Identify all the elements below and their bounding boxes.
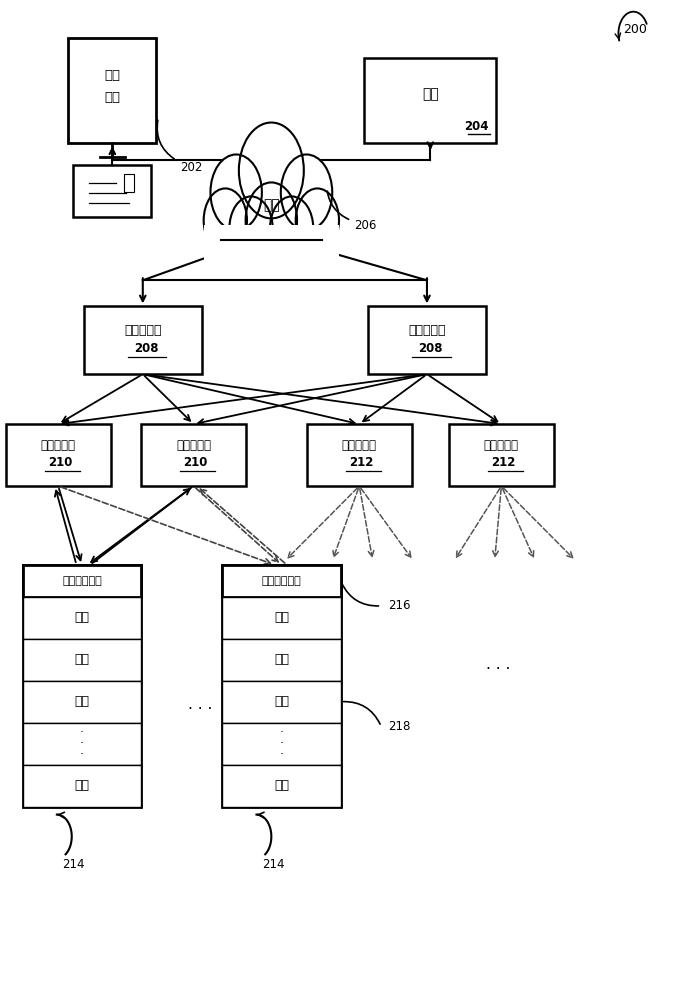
FancyBboxPatch shape	[22, 765, 141, 807]
FancyBboxPatch shape	[73, 165, 151, 217]
Text: 204: 204	[464, 120, 488, 133]
FancyBboxPatch shape	[68, 38, 157, 143]
Text: 212: 212	[349, 456, 374, 469]
FancyBboxPatch shape	[22, 565, 141, 597]
Circle shape	[245, 182, 297, 258]
FancyBboxPatch shape	[222, 723, 340, 765]
FancyBboxPatch shape	[141, 424, 246, 486]
Text: 208: 208	[418, 342, 443, 355]
FancyBboxPatch shape	[222, 565, 340, 807]
Circle shape	[281, 154, 332, 230]
Text: 208: 208	[134, 342, 159, 355]
FancyBboxPatch shape	[222, 681, 340, 723]
Text: 核心交换机: 核心交换机	[408, 324, 445, 337]
Text: 210: 210	[48, 456, 73, 469]
Text: 212: 212	[492, 456, 515, 469]
Text: 主机: 主机	[75, 779, 89, 792]
Circle shape	[239, 123, 304, 218]
Text: 网络: 网络	[263, 198, 280, 212]
Text: 核心交换机: 核心交换机	[124, 324, 161, 337]
Text: 210: 210	[183, 456, 207, 469]
FancyBboxPatch shape	[222, 565, 340, 597]
Text: ·
·
·: · · ·	[279, 726, 283, 761]
Circle shape	[229, 196, 273, 260]
FancyBboxPatch shape	[364, 58, 496, 143]
Text: ·
·
·: · · ·	[80, 726, 84, 761]
FancyBboxPatch shape	[367, 306, 486, 374]
Text: 汇聚交换机: 汇聚交换机	[484, 439, 519, 452]
Text: 汇聚交换机: 汇聚交换机	[41, 439, 76, 452]
Text: 主机: 主机	[75, 695, 89, 708]
Text: 202: 202	[180, 161, 202, 174]
Text: 214: 214	[262, 858, 285, 871]
Text: 汇聚交换机: 汇聚交换机	[342, 439, 377, 452]
FancyBboxPatch shape	[22, 639, 141, 681]
Text: 应用: 应用	[422, 88, 439, 102]
Text: . . .: . . .	[486, 657, 510, 672]
Text: 架顶式交换机: 架顶式交换机	[262, 576, 301, 586]
Text: 主机: 主机	[75, 611, 89, 624]
FancyBboxPatch shape	[307, 424, 412, 486]
Text: 主机: 主机	[274, 779, 289, 792]
Text: 200: 200	[623, 23, 647, 36]
FancyBboxPatch shape	[222, 765, 340, 807]
Text: 主机: 主机	[274, 695, 289, 708]
Text: 用户: 用户	[104, 91, 120, 104]
Text: 214: 214	[62, 858, 85, 871]
Text: 206: 206	[355, 219, 377, 232]
Text: 主机: 主机	[274, 653, 289, 666]
Text: 主机: 主机	[274, 611, 289, 624]
FancyBboxPatch shape	[22, 565, 141, 807]
Circle shape	[203, 188, 247, 252]
Text: 汇聚交换机: 汇聚交换机	[176, 439, 211, 452]
FancyBboxPatch shape	[222, 639, 340, 681]
FancyBboxPatch shape	[203, 225, 339, 265]
Text: 架顶式交换机: 架顶式交换机	[62, 576, 102, 586]
FancyBboxPatch shape	[449, 424, 554, 486]
Text: 218: 218	[388, 720, 410, 733]
FancyBboxPatch shape	[6, 424, 111, 486]
Text: 主机: 主机	[75, 653, 89, 666]
Text: 最终: 最终	[104, 69, 120, 82]
FancyBboxPatch shape	[22, 681, 141, 723]
Text: . . .: . . .	[188, 697, 212, 712]
Circle shape	[296, 188, 339, 252]
FancyBboxPatch shape	[124, 174, 134, 192]
FancyBboxPatch shape	[22, 597, 141, 639]
Circle shape	[270, 196, 313, 260]
Circle shape	[210, 154, 262, 230]
FancyBboxPatch shape	[22, 723, 141, 765]
FancyBboxPatch shape	[222, 597, 340, 639]
Text: 216: 216	[388, 599, 411, 612]
FancyBboxPatch shape	[83, 306, 202, 374]
